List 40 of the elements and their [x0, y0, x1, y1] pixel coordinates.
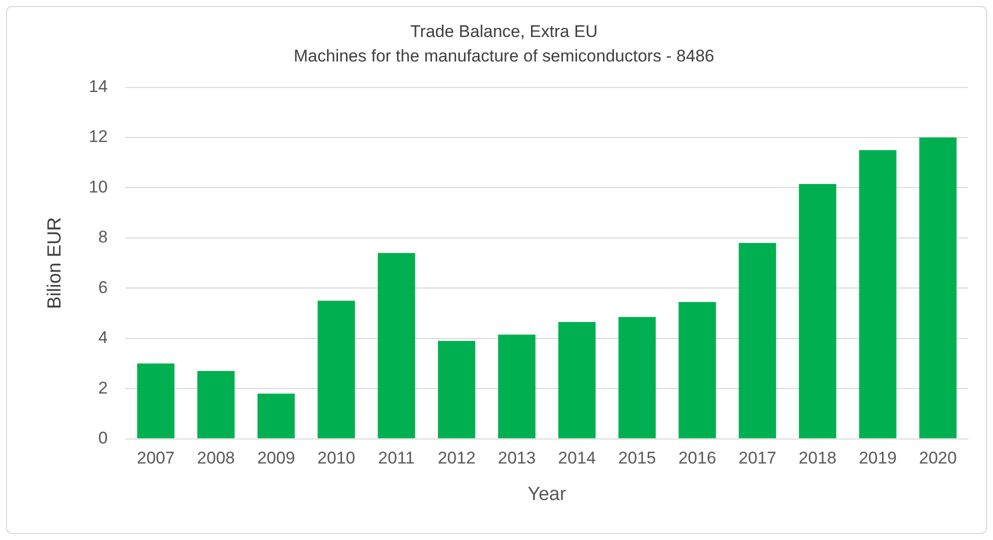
- x-tick-label: 2013: [498, 448, 536, 468]
- x-tick-label: 2020: [919, 448, 957, 468]
- bar: [618, 317, 656, 438]
- chart-title: Trade Balance, Extra EU: [410, 22, 598, 42]
- bar: [919, 138, 957, 438]
- x-tick-label: 2012: [438, 448, 476, 468]
- bar: [738, 242, 776, 438]
- y-tick-label: 6: [98, 278, 108, 297]
- bar: [378, 253, 416, 438]
- x-tick-label: 2017: [738, 448, 776, 468]
- bar: [438, 340, 476, 438]
- x-tick-label: 2018: [798, 448, 837, 468]
- y-tick-label: 14: [88, 76, 108, 96]
- x-tick-label: 2016: [678, 448, 716, 468]
- x-axis-title: Year: [528, 484, 567, 505]
- y-tick-label: 8: [98, 228, 108, 247]
- x-tick-label: 2008: [197, 448, 235, 468]
- y-tick-label: 12: [88, 127, 108, 146]
- x-tick-label: 2011: [378, 448, 415, 468]
- x-tick-label: 2015: [618, 448, 656, 468]
- x-tick-label: 2014: [558, 448, 596, 468]
- bar: [197, 371, 235, 438]
- bar: [678, 302, 716, 438]
- bar: [558, 322, 596, 438]
- x-tick-label: 2019: [858, 448, 897, 468]
- y-tick-label: 10: [88, 177, 108, 196]
- y-tick-label: 4: [98, 328, 108, 348]
- x-tick-label: 2010: [317, 448, 356, 468]
- x-tick-label: 2007: [136, 448, 175, 468]
- bar: [498, 334, 536, 438]
- y-tick-label: 2: [98, 378, 108, 398]
- bar: [318, 300, 355, 438]
- chart-subtitle: Machines for the manufacture of semiconductors - 8486: [294, 46, 714, 66]
- x-tick-label: 2009: [257, 448, 296, 468]
- y-axis-title: Bilion EUR: [44, 217, 66, 309]
- bar: [859, 150, 896, 438]
- bar: [257, 394, 295, 438]
- bar: [137, 363, 174, 438]
- bar: [798, 184, 836, 438]
- y-tick-label: 0: [98, 428, 108, 448]
